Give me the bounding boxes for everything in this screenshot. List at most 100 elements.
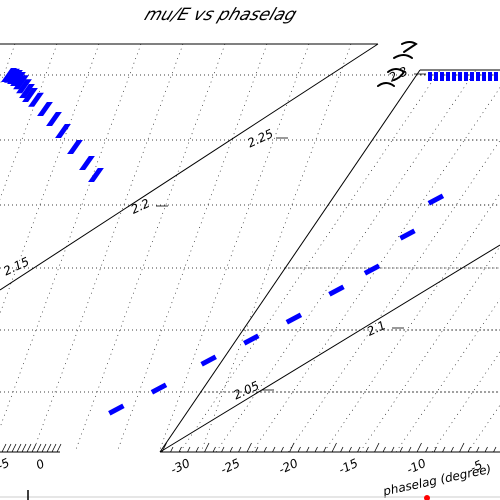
right-tick	[340, 446, 344, 453]
right-x-tick-label: -20	[276, 456, 300, 477]
right-tick	[399, 446, 403, 453]
right-tick	[484, 446, 488, 453]
right-y-tick-label: 2.25	[245, 126, 275, 150]
right-data-point	[458, 72, 462, 81]
right-panel-y-tick-labels: 2.3 2.25 2.2 2.1 2.05	[129, 64, 426, 402]
right-y-tick-label: 2.05	[231, 378, 261, 402]
right-panel: -30 -25 -20 -15 -10 -5 2.3 2.25 2.2 2.1 2.05 phas…	[108, 64, 500, 499]
right-data-point	[200, 354, 217, 367]
left-data-point	[37, 102, 53, 116]
right-tick	[467, 446, 471, 453]
right-panel-grid	[179, 69, 500, 453]
right-tick	[331, 442, 337, 453]
left-data-point	[28, 92, 44, 107]
right-tick	[314, 446, 318, 453]
right-tick	[221, 446, 225, 453]
chart-title: mu/E vs phaselag	[142, 5, 300, 24]
left-data-point	[46, 112, 62, 126]
right-tick	[365, 446, 369, 453]
right-panel-points	[108, 72, 498, 416]
right-tick	[280, 446, 284, 453]
right-data-point	[494, 72, 498, 81]
right-tick	[272, 446, 276, 453]
right-tick	[493, 446, 497, 453]
left-data-point	[79, 156, 95, 170]
left-data-point	[16, 79, 32, 94]
right-data-point	[476, 72, 480, 81]
right-tick	[459, 442, 465, 453]
right-grid-line	[251, 87, 500, 453]
right-tick	[323, 446, 327, 453]
right-tick	[289, 442, 295, 453]
right-tick	[229, 446, 233, 453]
left-data-point	[19, 84, 35, 98]
right-data-point	[482, 72, 486, 81]
right-data-point	[328, 284, 345, 297]
left-y-tick-label: 2.15	[1, 254, 31, 278]
right-tick	[382, 446, 386, 453]
left-tick	[36, 443, 42, 453]
right-tick	[433, 446, 437, 453]
left-grid-line	[74, 43, 226, 453]
right-tick	[425, 446, 429, 453]
right-data-point	[470, 72, 474, 81]
right-tick	[170, 446, 174, 453]
right-panel-diagonal-edge	[159, 69, 421, 453]
right-data-point	[150, 382, 168, 395]
right-tick	[204, 442, 210, 453]
left-panel-diagonal-edge	[0, 43, 379, 291]
right-tick	[476, 446, 480, 453]
right-grid-line	[395, 298, 500, 453]
left-x-tick-label: -5	[0, 456, 12, 474]
x-axis-label: phaselag (degree)	[381, 462, 493, 499]
right-tick	[263, 446, 267, 453]
decorative-scribble	[377, 41, 418, 87]
left-data-point	[10, 72, 26, 86]
left-tick	[6, 443, 12, 453]
right-tick	[255, 446, 259, 453]
left-panel-points	[1, 68, 104, 182]
right-tick	[442, 446, 446, 453]
left-data-point	[22, 88, 38, 102]
right-data-point	[363, 263, 381, 276]
right-tick	[212, 446, 216, 453]
right-data-point	[428, 72, 432, 81]
right-data-point	[464, 72, 468, 81]
right-x-tick-label: -25	[218, 456, 242, 477]
left-grid-line	[200, 43, 352, 453]
left-panel: 2.15 -5 0	[0, 43, 500, 474]
right-tick	[297, 446, 301, 453]
left-grid-line	[0, 43, 16, 86]
right-x-tick-label: -10	[404, 456, 428, 477]
right-data-point	[488, 72, 492, 81]
right-grid-line	[215, 69, 477, 453]
right-y-tick-label: 2.3	[387, 64, 410, 85]
right-tick	[178, 446, 182, 453]
right-tick	[187, 446, 191, 453]
right-grid-line	[179, 69, 441, 453]
right-tick	[238, 446, 242, 453]
left-data-point	[88, 168, 104, 182]
right-y-tick-label: 2.1	[365, 318, 388, 339]
right-tick	[357, 446, 361, 453]
bottom-red-marker	[424, 495, 430, 500]
right-data-point	[446, 72, 450, 81]
right-panel-inner-diagonal	[159, 244, 500, 453]
left-data-point	[55, 124, 71, 138]
right-tick	[408, 446, 412, 453]
right-data-point	[243, 333, 260, 346]
left-x-tick-label: 0	[34, 456, 47, 472]
left-data-point	[67, 140, 83, 154]
left-grid-line	[32, 43, 184, 453]
left-tick	[16, 443, 22, 453]
right-tick	[246, 442, 252, 453]
right-y-tick-label: 2.2	[129, 196, 152, 217]
left-tick	[31, 443, 37, 453]
left-tick	[11, 443, 17, 453]
left-tick	[46, 443, 52, 453]
right-tick	[306, 446, 310, 453]
left-tick	[21, 443, 27, 453]
left-data-point	[13, 75, 29, 90]
right-tick	[161, 442, 167, 453]
right-x-tick-label: -30	[168, 456, 192, 477]
